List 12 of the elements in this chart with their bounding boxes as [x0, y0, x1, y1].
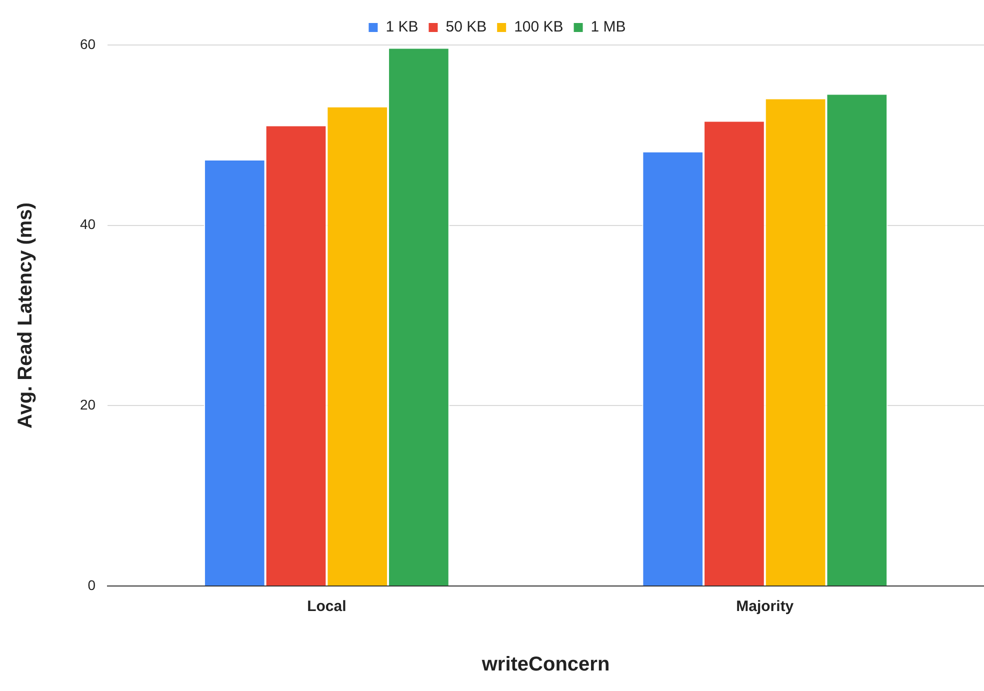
x-tick-label: Majority	[736, 598, 794, 616]
y-tick-label: 40	[80, 216, 96, 232]
y-tick-label: 20	[80, 396, 96, 413]
legend-label: 1 KB	[386, 18, 418, 36]
legend-label: 50 KB	[446, 18, 487, 36]
x-axis-title: writeConcern	[480, 654, 610, 676]
legend-label: 100 KB	[514, 18, 564, 36]
legend-label: 1 MB	[590, 18, 626, 36]
x-tick-label: Local	[307, 598, 346, 616]
y-tick-label: 0	[88, 576, 96, 593]
y-axis-title: Avg. Read Latency (ms)	[14, 202, 37, 428]
y-tick-label: 60	[80, 36, 96, 52]
